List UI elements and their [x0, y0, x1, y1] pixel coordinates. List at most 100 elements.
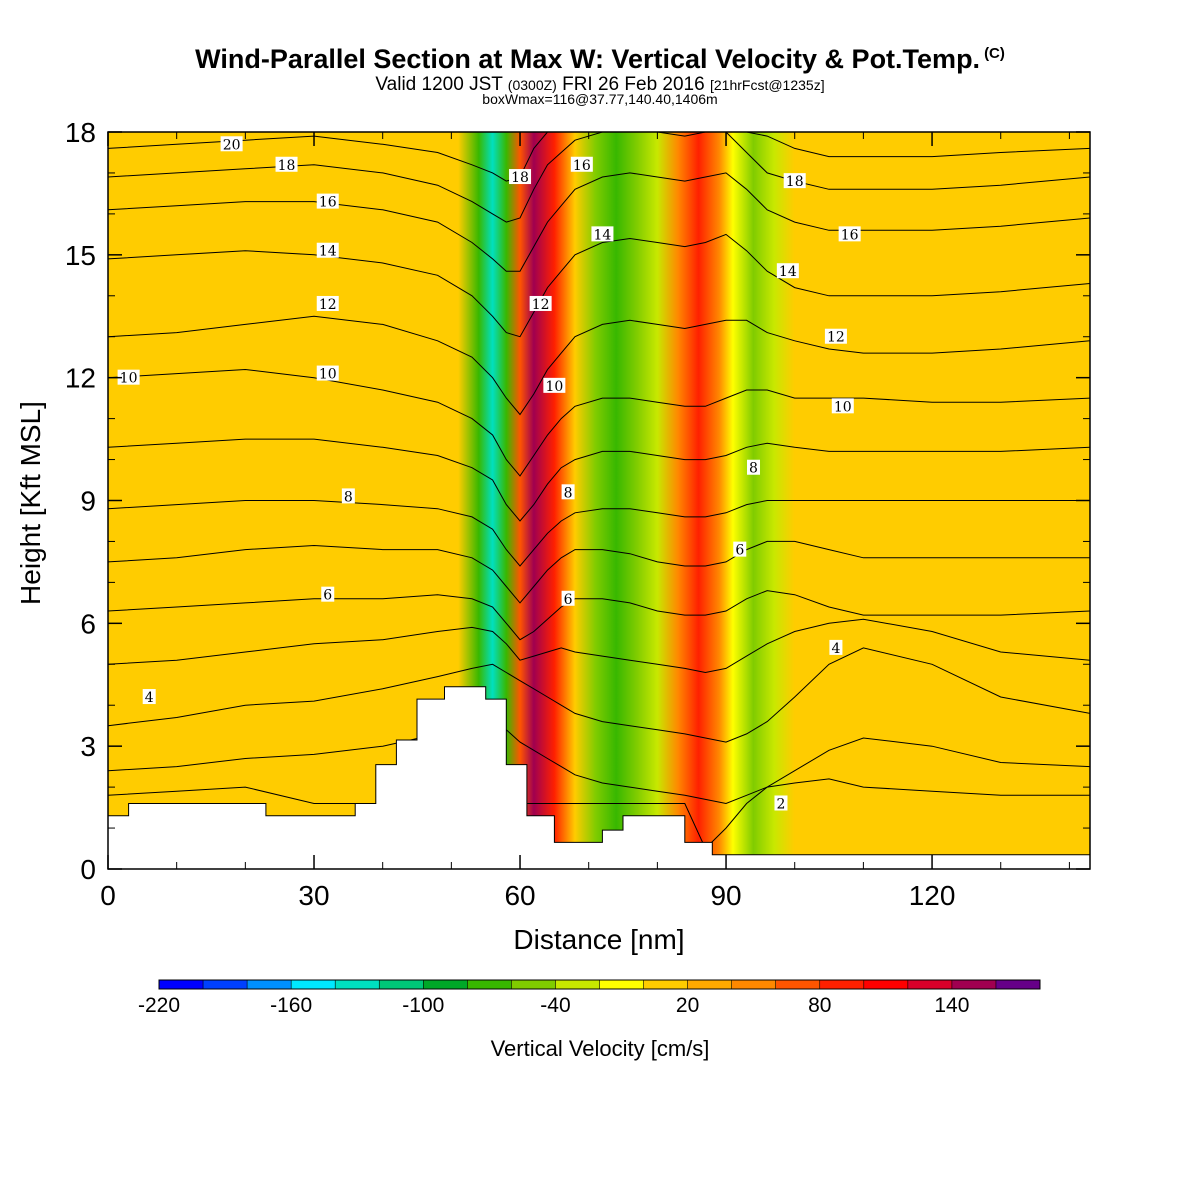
colorbar-swatch	[819, 980, 865, 989]
colorbar-swatch	[643, 980, 689, 989]
theta-label-bg	[117, 369, 140, 385]
theta-label: 14	[779, 264, 797, 280]
theta-contour-10	[108, 368, 1090, 477]
theta-label-bg	[570, 156, 593, 172]
colorbar-swatch	[731, 980, 777, 989]
colorbar-swatch	[687, 980, 733, 989]
theta-label: 8	[564, 485, 573, 501]
theta-label: 6	[323, 588, 332, 604]
y-tick-label: 0	[80, 854, 96, 885]
theta-label-bg	[509, 169, 532, 185]
y-tick-label: 9	[80, 486, 96, 517]
theta-label: 12	[827, 330, 845, 346]
colorbar-tick-label: -100	[402, 994, 444, 1017]
colorbar-swatch	[951, 980, 997, 989]
theta-label: 6	[564, 592, 573, 608]
chart-title-text: Wind-Parallel Section at Max W: Vertical…	[195, 44, 981, 74]
x-tick-label: 90	[710, 880, 741, 911]
colorbar-label: Vertical Velocity [cm/s]	[490, 1036, 710, 1061]
theta-label-bg	[774, 795, 788, 811]
theta-contour-minor	[108, 540, 1090, 604]
theta-label: 12	[319, 297, 337, 313]
theta-label-bg	[776, 263, 799, 279]
theta-label: 8	[749, 461, 758, 477]
theta-label-bg	[591, 226, 614, 242]
theta-label-bg	[561, 590, 575, 606]
theta-label: 12	[532, 297, 550, 313]
theta-contour-16	[108, 172, 1090, 272]
forecast-info: [21hrFcst@1235z]	[709, 77, 825, 93]
theta-label: 4	[145, 690, 154, 706]
theta-label-bg	[142, 689, 156, 705]
theta-contour-minor	[108, 618, 1090, 674]
colorbar-swatch	[379, 980, 424, 989]
colorbar-tick-label: 20	[676, 994, 699, 1017]
theta-label: 4	[831, 641, 840, 657]
theta-labels: 20 18 16 14 12 10 8 6 4 10 18 16 14 12 10 8 6 18 16 14 12 10 8…	[117, 136, 861, 812]
theta-label: 2	[777, 796, 786, 812]
y-tick-label: 18	[65, 117, 96, 148]
theta-label-bg	[783, 173, 806, 189]
terrain-profile	[108, 686, 1090, 869]
colorbar-tick-label: -160	[270, 994, 312, 1017]
theta-label: 14	[319, 244, 337, 260]
valid-utc: (0300Z)	[507, 77, 557, 93]
colorbar-swatch	[907, 980, 953, 989]
theta-label-bg	[316, 242, 339, 258]
valid-date: FRI 26 Feb 2016	[562, 74, 705, 95]
theta-label-bg	[316, 365, 339, 381]
theta-label: 10	[120, 371, 138, 387]
theta-label: 8	[344, 489, 353, 505]
theta-label: 10	[834, 399, 852, 415]
valid-time: Valid 1200 JST	[375, 74, 503, 95]
colorbar-tick-label: -220	[138, 994, 180, 1017]
x-tick-label: 120	[909, 880, 956, 911]
theta-label-bg	[316, 295, 339, 311]
colorbar-swatch	[995, 980, 1041, 989]
theta-label: 16	[573, 158, 591, 174]
colorbar: -220 -160 -100 -40 20 80 140	[138, 979, 1041, 1017]
colorbar-tick-label: -40	[540, 994, 570, 1017]
theta-contour-12	[108, 315, 1090, 416]
colorbar-tick-label: 140	[934, 994, 969, 1017]
colorbar-swatch	[291, 980, 336, 989]
colorbar-swatch	[511, 980, 556, 989]
theta-label: 16	[841, 227, 859, 243]
colorbar-swatch	[555, 980, 600, 989]
theta-label-bg	[321, 586, 335, 602]
theta-label-bg	[831, 398, 854, 414]
theta-label-bg	[829, 639, 843, 655]
theta-label-bg	[316, 193, 339, 209]
theta-contour-4	[108, 647, 1090, 743]
y-tick-label: 3	[80, 731, 96, 762]
theta-label: 14	[594, 227, 612, 243]
copyright-mark: (C)	[984, 45, 1005, 62]
x-tick-label: 30	[298, 880, 329, 911]
theta-label: 6	[735, 543, 744, 559]
theta-label-bg	[838, 226, 861, 242]
theta-label-bg	[220, 136, 243, 152]
theta-label: 18	[278, 158, 296, 174]
colorbar-swatch	[467, 980, 512, 989]
x-tick-label: 0	[100, 880, 116, 911]
colorbar-swatch	[203, 980, 248, 989]
x-axis-label: Distance [nm]	[513, 924, 684, 955]
y-tick-label: 12	[65, 363, 96, 394]
theta-label-bg	[529, 295, 552, 311]
colorbar-swatch	[423, 980, 468, 989]
theta-contour-6	[108, 590, 1090, 641]
theta-label-bg	[561, 484, 575, 500]
theta-contour-20	[108, 132, 1090, 182]
theta-contour-minor	[108, 438, 1090, 522]
theta-contour-8	[108, 500, 1090, 567]
chart-subtitle: Valid 1200 JST (0300Z) FRI 26 Feb 2016 […	[0, 74, 1200, 96]
colorbar-swatch	[159, 980, 204, 989]
theta-label: 20	[223, 137, 241, 153]
colorbar-swatch	[247, 980, 292, 989]
theta-contour-14	[108, 233, 1090, 338]
theta-label-bg	[747, 459, 761, 475]
theta-label-bg	[543, 377, 566, 393]
y-axis-label: Height [Kft MSL]	[15, 401, 46, 605]
chart-title: Wind-Parallel Section at Max W: Vertical…	[0, 44, 1200, 75]
